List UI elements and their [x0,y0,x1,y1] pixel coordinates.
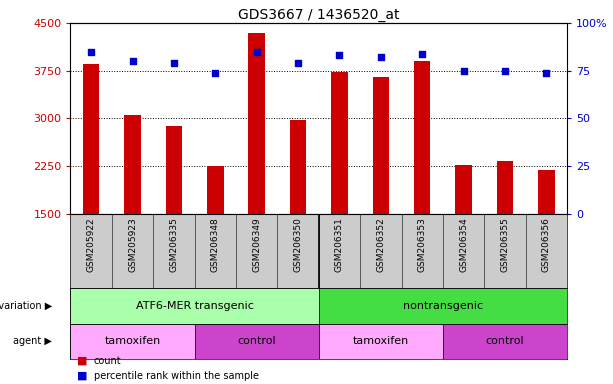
Text: GSM206350: GSM206350 [294,217,303,272]
Text: agent ▶: agent ▶ [13,336,52,346]
Point [86,48,96,55]
Text: GSM206352: GSM206352 [376,217,386,272]
Point [541,70,551,76]
Text: count: count [94,356,121,366]
Bar [70,324,195,359]
Bar [538,170,555,214]
Point [169,60,179,66]
Point [417,50,427,56]
Text: genotype/variation ▶: genotype/variation ▶ [0,301,52,311]
Bar [248,33,265,214]
Bar [83,64,99,214]
Point [210,70,220,76]
Text: control: control [237,336,276,346]
Text: ■: ■ [77,356,87,366]
Text: GSM206348: GSM206348 [211,217,220,272]
Text: tamoxifen: tamoxifen [104,336,161,346]
Bar [166,126,182,214]
Bar [195,324,319,359]
Text: GSM206356: GSM206356 [542,217,551,272]
Text: tamoxifen: tamoxifen [352,336,409,346]
Point [128,58,137,64]
Text: GSM205923: GSM205923 [128,217,137,272]
Bar [455,165,472,214]
Bar [497,161,513,214]
Point [500,68,510,74]
Text: GSM206353: GSM206353 [417,217,427,272]
Bar [207,166,224,214]
Bar [70,288,319,324]
Text: ■: ■ [77,371,87,381]
Point [376,54,386,60]
Text: GSM205922: GSM205922 [86,217,96,272]
Text: ATF6-MER transgenic: ATF6-MER transgenic [135,301,254,311]
Title: GDS3667 / 1436520_at: GDS3667 / 1436520_at [238,8,400,22]
Bar [124,115,141,214]
Bar [319,324,443,359]
Text: GSM206351: GSM206351 [335,217,344,272]
Bar [331,72,348,214]
Point [252,48,262,55]
Text: nontransgenic: nontransgenic [403,301,483,311]
Point [293,60,303,66]
Bar [319,288,567,324]
Text: GSM206354: GSM206354 [459,217,468,272]
Point [335,52,345,58]
Text: control: control [485,336,524,346]
Bar [290,120,306,214]
Bar [414,61,430,214]
Bar [443,324,567,359]
Text: GSM206355: GSM206355 [500,217,509,272]
Text: percentile rank within the sample: percentile rank within the sample [94,371,259,381]
Point [459,68,468,74]
Text: GSM206335: GSM206335 [169,217,178,272]
Bar [373,77,389,214]
Text: GSM206349: GSM206349 [252,217,261,272]
